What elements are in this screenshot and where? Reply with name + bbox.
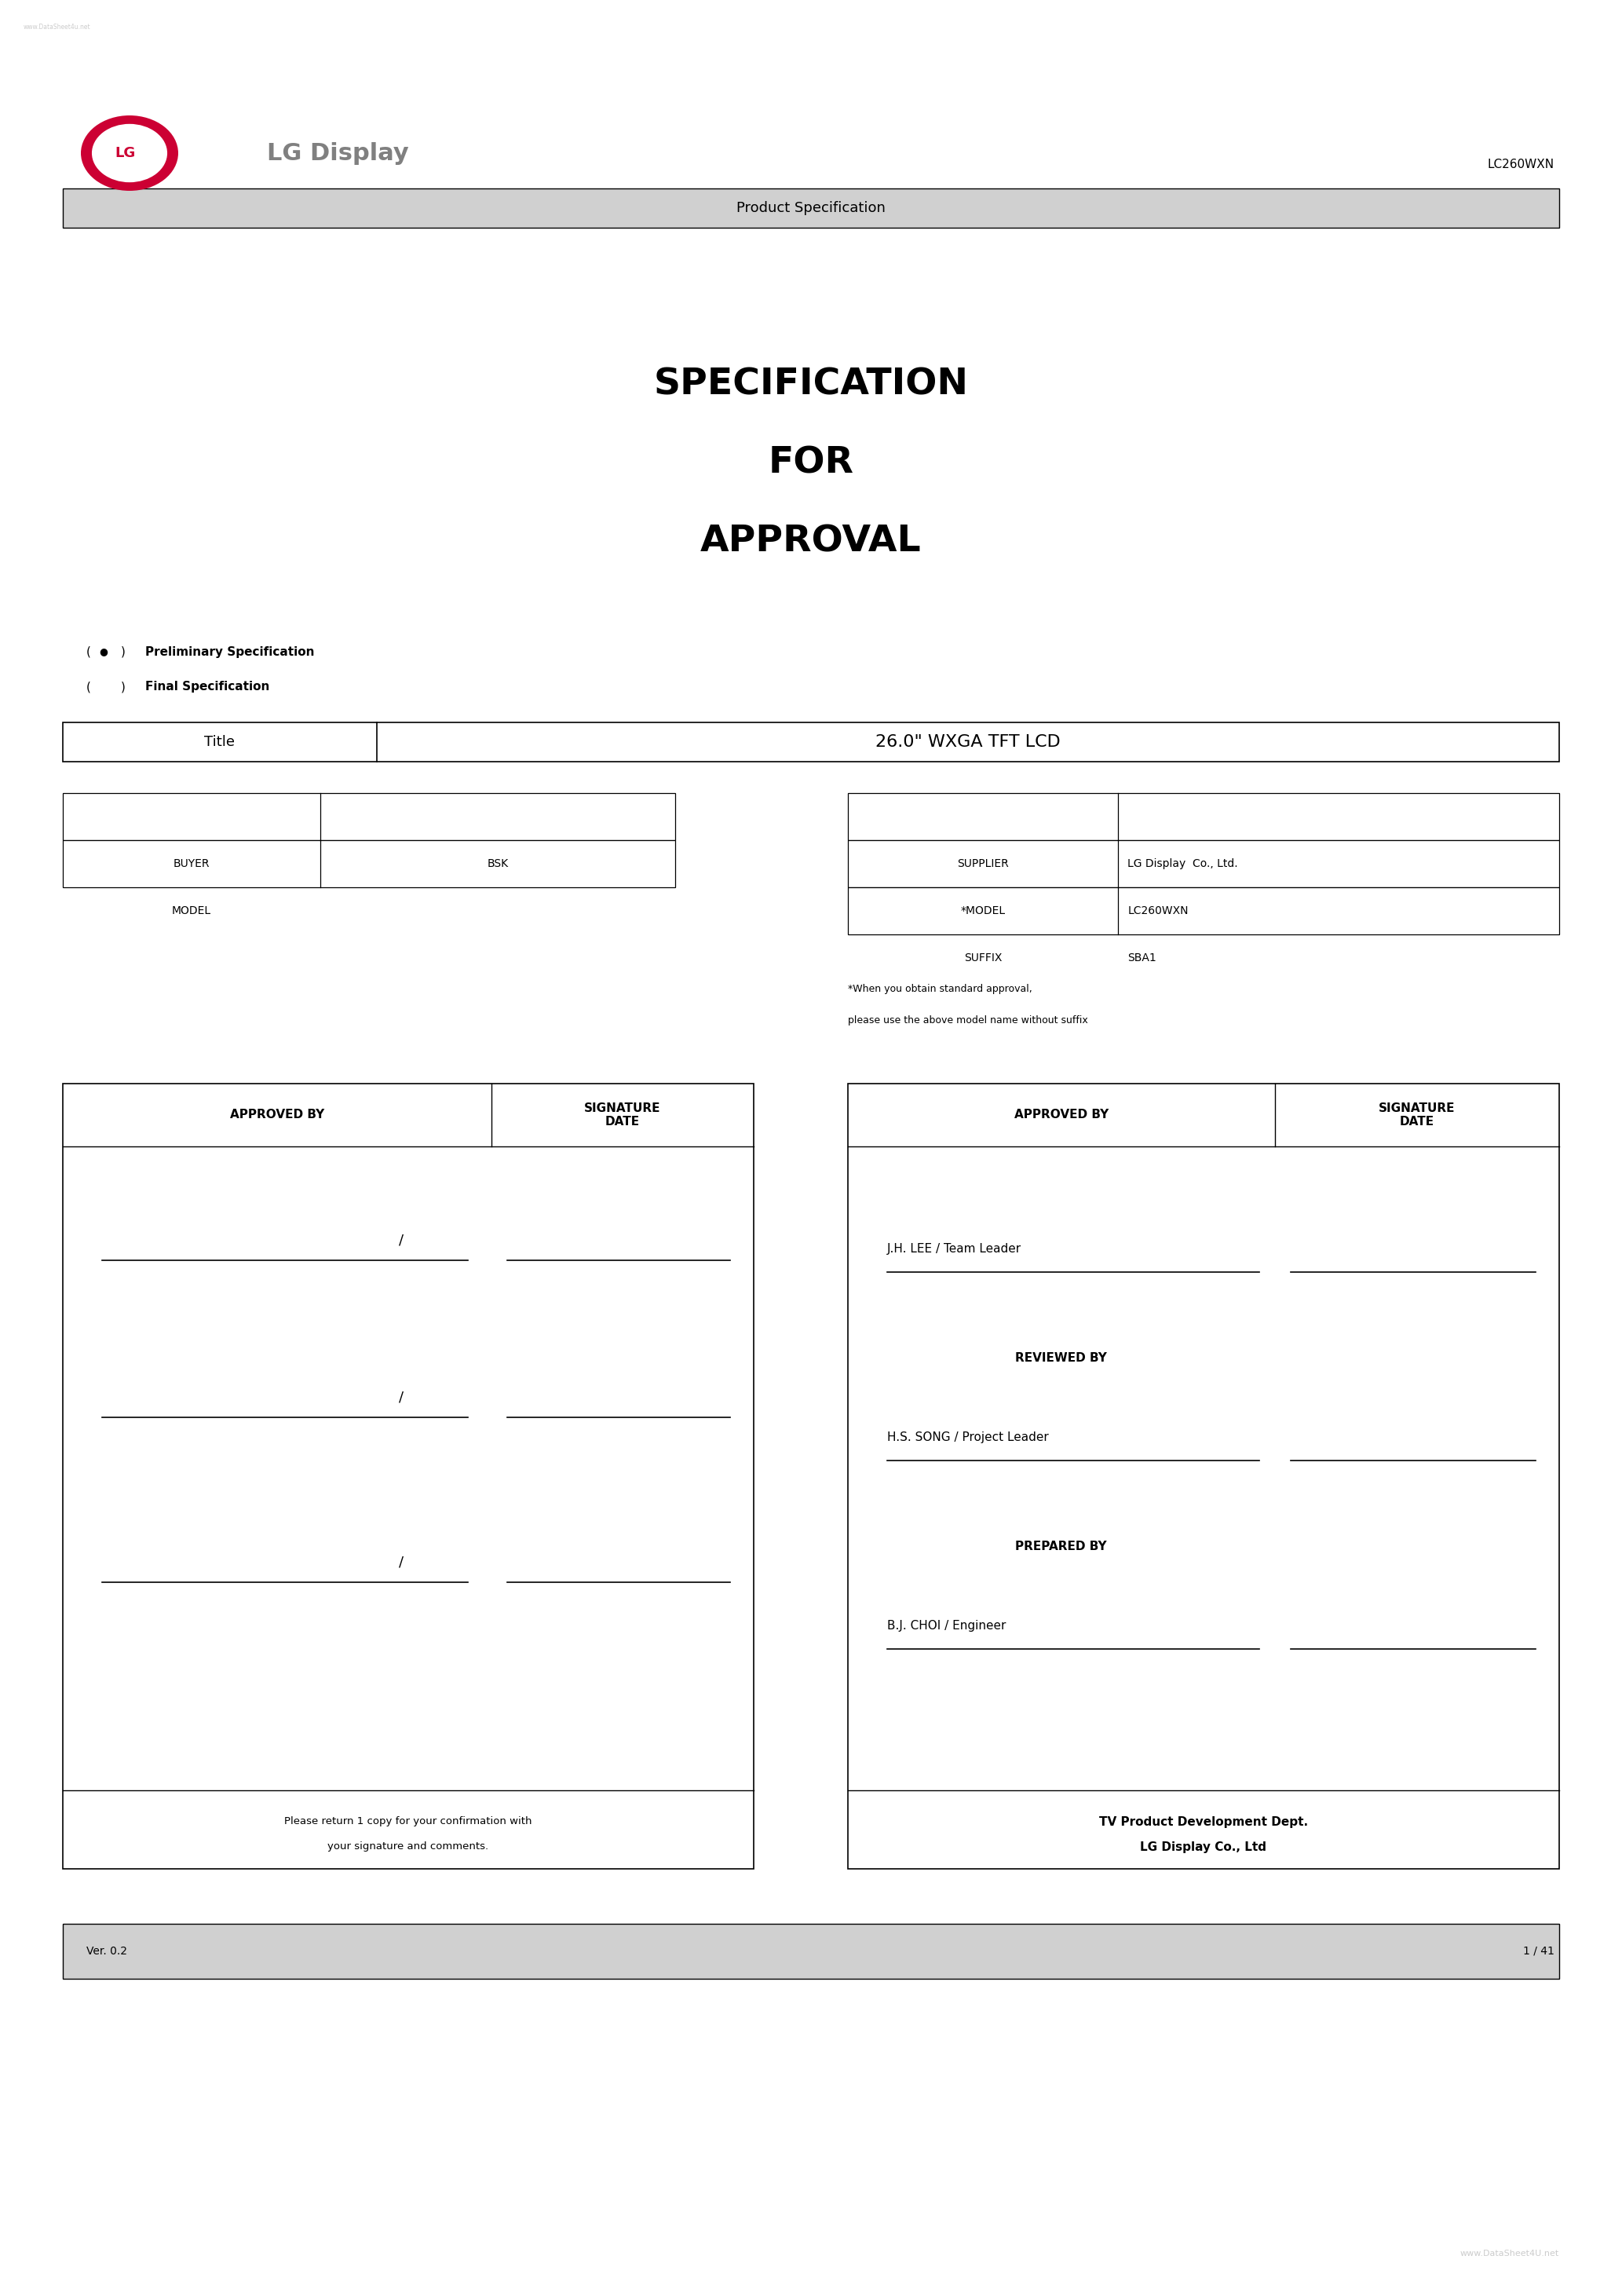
Bar xyxy=(848,840,1559,886)
Text: your signature and comments.: your signature and comments. xyxy=(328,1841,488,1853)
Text: SIGNATURE
DATE: SIGNATURE DATE xyxy=(584,1102,660,1127)
Text: Ver. 0.2: Ver. 0.2 xyxy=(86,1945,127,1956)
Bar xyxy=(63,792,675,840)
Bar xyxy=(63,1084,754,1869)
Text: LG Display Co., Ltd: LG Display Co., Ltd xyxy=(1140,1841,1267,1853)
Text: Final Specification: Final Specification xyxy=(146,682,269,693)
Text: APPROVED BY: APPROVED BY xyxy=(230,1109,324,1120)
Text: SUPPLIER: SUPPLIER xyxy=(957,859,1009,870)
Text: BUYER: BUYER xyxy=(174,859,209,870)
Bar xyxy=(848,886,1559,934)
Text: APPROVED BY: APPROVED BY xyxy=(1014,1109,1108,1120)
Ellipse shape xyxy=(81,115,178,191)
Text: *When you obtain standard approval,: *When you obtain standard approval, xyxy=(848,985,1032,994)
Text: LC260WXN: LC260WXN xyxy=(1127,905,1189,916)
Text: (: ( xyxy=(86,645,91,657)
Text: www.DataSheet4u.net: www.DataSheet4u.net xyxy=(24,23,91,30)
Text: TV Product Development Dept.: TV Product Development Dept. xyxy=(1100,1816,1307,1828)
Text: Preliminary Specification: Preliminary Specification xyxy=(146,645,315,657)
Ellipse shape xyxy=(92,124,167,181)
Bar xyxy=(63,188,1559,227)
Text: /: / xyxy=(399,1554,404,1570)
Text: ): ) xyxy=(122,645,125,657)
Bar xyxy=(63,723,1559,762)
Text: SUFFIX: SUFFIX xyxy=(963,953,1002,964)
Text: *MODEL: *MODEL xyxy=(960,905,1006,916)
Text: LG Display: LG Display xyxy=(268,142,409,165)
Text: ●: ● xyxy=(99,647,109,657)
Bar xyxy=(848,1084,1559,1869)
Bar xyxy=(848,792,1559,840)
Text: please use the above model name without suffix: please use the above model name without … xyxy=(848,1015,1088,1026)
Bar xyxy=(63,1924,1559,1979)
Text: LG Display  Co., Ltd.: LG Display Co., Ltd. xyxy=(1127,859,1238,870)
Text: BSK: BSK xyxy=(487,859,508,870)
Text: LG: LG xyxy=(115,147,136,161)
Text: FOR: FOR xyxy=(769,445,853,480)
Text: Please return 1 copy for your confirmation with: Please return 1 copy for your confirmati… xyxy=(284,1816,532,1828)
Text: SBA1: SBA1 xyxy=(1127,953,1156,964)
Text: /: / xyxy=(399,1391,404,1405)
Text: H.S. SONG / Project Leader: H.S. SONG / Project Leader xyxy=(887,1430,1049,1442)
Text: (: ( xyxy=(86,682,91,693)
Text: ): ) xyxy=(122,682,125,693)
Text: SIGNATURE
DATE: SIGNATURE DATE xyxy=(1379,1102,1455,1127)
Text: APPROVAL: APPROVAL xyxy=(701,523,921,560)
Text: Title: Title xyxy=(204,735,235,748)
Text: SPECIFICATION: SPECIFICATION xyxy=(654,367,968,402)
Text: LC260WXN: LC260WXN xyxy=(1487,158,1554,170)
Text: www.DataSheet4U.net: www.DataSheet4U.net xyxy=(1460,2250,1559,2257)
Text: PREPARED BY: PREPARED BY xyxy=(1015,1541,1108,1552)
Text: 1 / 41: 1 / 41 xyxy=(1523,1945,1554,1956)
Text: REVIEWED BY: REVIEWED BY xyxy=(1015,1352,1108,1364)
Text: /: / xyxy=(399,1233,404,1247)
Text: B.J. CHOI / Engineer: B.J. CHOI / Engineer xyxy=(887,1619,1006,1630)
Text: 26.0" WXGA TFT LCD: 26.0" WXGA TFT LCD xyxy=(876,735,1061,751)
Text: J.H. LEE / Team Leader: J.H. LEE / Team Leader xyxy=(887,1242,1022,1254)
Text: Product Specification: Product Specification xyxy=(736,202,886,216)
Text: MODEL: MODEL xyxy=(172,905,211,916)
Bar xyxy=(63,840,675,886)
